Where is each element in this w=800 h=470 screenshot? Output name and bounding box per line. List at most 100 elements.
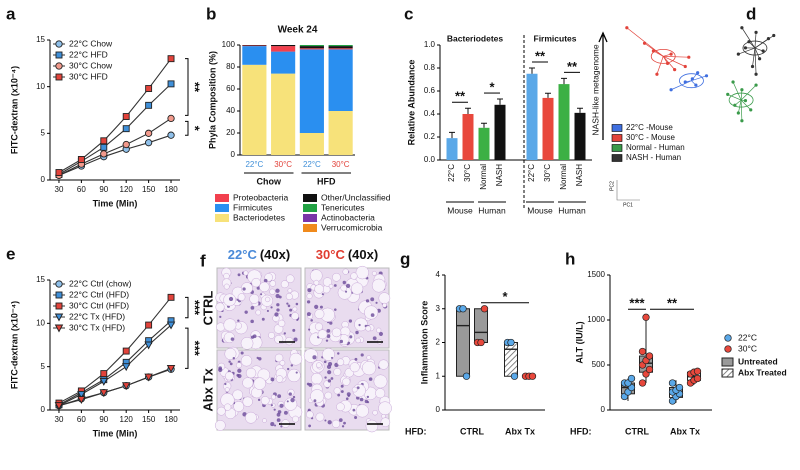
vacuole bbox=[365, 419, 379, 433]
nucleus bbox=[323, 360, 327, 364]
spoke bbox=[663, 55, 689, 58]
point bbox=[645, 352, 654, 360]
nucleus bbox=[275, 288, 280, 293]
point bbox=[668, 379, 677, 387]
point bbox=[651, 49, 656, 53]
sig-label: ** bbox=[567, 59, 578, 74]
column-mag: (40x) bbox=[348, 247, 378, 262]
x-tick-label: 180 bbox=[164, 185, 178, 194]
nucleus bbox=[314, 304, 319, 309]
vacuole bbox=[224, 403, 232, 411]
vacuole bbox=[215, 302, 225, 312]
vacuole bbox=[316, 362, 322, 368]
cluster-ellipse bbox=[650, 48, 676, 64]
bar-segment bbox=[271, 45, 296, 47]
legend-marker bbox=[724, 334, 732, 342]
nucleus bbox=[290, 364, 294, 367]
vacuole bbox=[245, 367, 257, 379]
y-tick-label: 10 bbox=[36, 82, 45, 91]
vacuole bbox=[378, 401, 392, 416]
nucleus bbox=[237, 319, 240, 322]
point bbox=[693, 374, 702, 383]
sig-label: *** bbox=[188, 300, 203, 316]
nucleus bbox=[330, 356, 334, 359]
x-tick-label: 150 bbox=[142, 415, 156, 424]
marker bbox=[166, 321, 176, 330]
nucleus bbox=[348, 319, 353, 323]
vacuole bbox=[237, 293, 246, 301]
point bbox=[736, 52, 740, 56]
vacuole bbox=[382, 302, 387, 308]
nucleus bbox=[279, 403, 284, 408]
point bbox=[740, 26, 744, 30]
point bbox=[642, 41, 647, 45]
nucleus bbox=[340, 390, 344, 393]
vacuole bbox=[224, 387, 230, 393]
subgroup-label: Human bbox=[558, 205, 586, 215]
vacuole bbox=[287, 368, 301, 383]
series-line bbox=[58, 117, 172, 176]
nucleus bbox=[319, 305, 323, 309]
spoke bbox=[653, 50, 664, 57]
y-tick-label: 0 bbox=[231, 150, 236, 159]
legend-marker bbox=[724, 345, 732, 353]
row-label: CTRL bbox=[200, 291, 215, 326]
nucleus bbox=[261, 317, 265, 321]
marker bbox=[99, 389, 109, 398]
nucleus bbox=[321, 293, 324, 296]
marker bbox=[167, 55, 175, 63]
bar-segment bbox=[242, 45, 267, 46]
point bbox=[736, 111, 740, 115]
y-tick-label: 1500 bbox=[587, 270, 605, 279]
nucleus bbox=[354, 357, 358, 361]
nucleus bbox=[370, 313, 375, 317]
vacuole bbox=[291, 312, 299, 320]
series-line bbox=[58, 367, 172, 407]
nucleus bbox=[365, 299, 370, 303]
error-bar bbox=[529, 67, 535, 74]
point bbox=[625, 26, 629, 30]
vacuole bbox=[350, 272, 358, 280]
nucleus bbox=[289, 308, 293, 312]
marker bbox=[145, 101, 153, 109]
x-tick-label: NASH bbox=[575, 164, 584, 186]
nucleus bbox=[339, 339, 344, 344]
nucleus bbox=[346, 392, 351, 397]
spoke bbox=[691, 75, 707, 82]
marker bbox=[144, 373, 153, 382]
marker bbox=[167, 131, 175, 139]
legend-swatch bbox=[303, 214, 317, 222]
nucleus bbox=[237, 273, 241, 277]
sig-bracket bbox=[185, 296, 189, 319]
vacuole bbox=[279, 360, 286, 366]
y-tick-label: 1000 bbox=[587, 315, 605, 324]
bar-segment bbox=[328, 46, 353, 49]
error-bar bbox=[561, 77, 567, 85]
nucleus bbox=[237, 373, 242, 379]
sig-bracket bbox=[185, 120, 189, 136]
nucleus bbox=[257, 398, 261, 401]
vacuole bbox=[351, 386, 358, 393]
nucleus bbox=[270, 377, 275, 382]
point bbox=[772, 33, 776, 38]
bar-segment bbox=[271, 51, 296, 74]
nucleus bbox=[347, 394, 350, 398]
point bbox=[693, 367, 702, 375]
nucleus bbox=[286, 302, 289, 305]
vacuole bbox=[375, 388, 386, 399]
legend-swatch bbox=[215, 204, 229, 212]
nucleus bbox=[354, 416, 358, 420]
spoke bbox=[662, 56, 675, 70]
bar-segment bbox=[328, 45, 353, 47]
x-tick-label: NASH bbox=[495, 164, 504, 186]
marker bbox=[77, 156, 85, 163]
legend-label: 22°C HFD bbox=[69, 49, 108, 59]
nucleus bbox=[229, 362, 233, 366]
series-line bbox=[58, 134, 172, 176]
legend-label: 22°C Ctrl (chow) bbox=[69, 278, 132, 288]
nucleus bbox=[250, 335, 255, 339]
bar-segment bbox=[328, 49, 353, 111]
vacuole bbox=[232, 389, 243, 401]
spoke bbox=[663, 56, 686, 67]
nucleus bbox=[287, 304, 291, 308]
